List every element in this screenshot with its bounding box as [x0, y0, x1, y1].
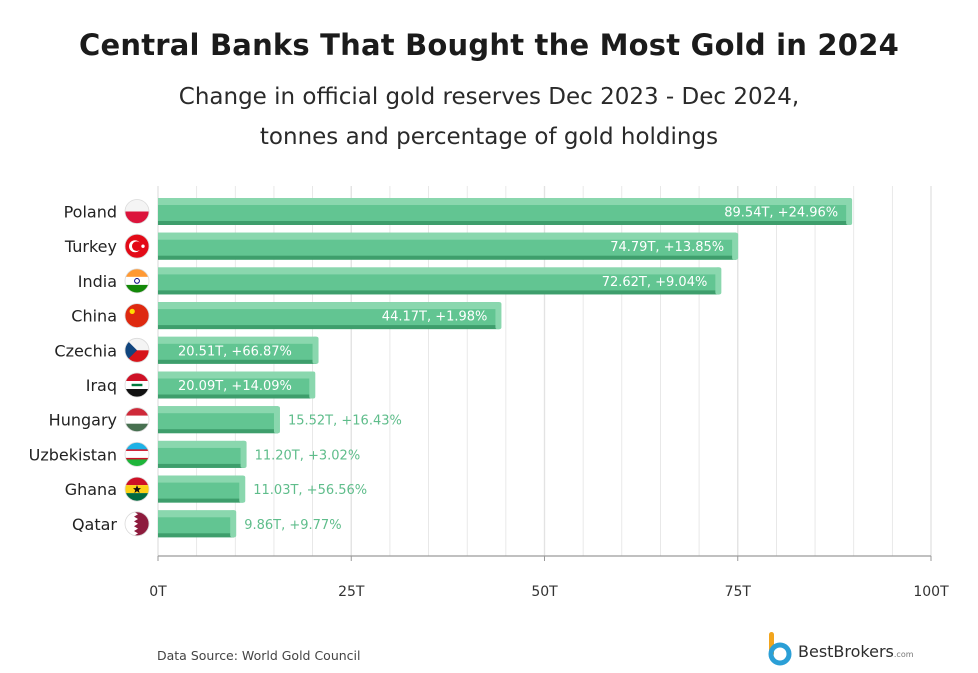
x-tick-label: 25T: [338, 584, 365, 600]
category-label: Turkey: [64, 237, 117, 256]
bar-end-cap: [495, 302, 502, 330]
bar-end-cap: [312, 336, 319, 364]
bar-highlight: [158, 232, 737, 240]
chart-title: Central Banks That Bought the Most Gold …: [79, 28, 899, 62]
bar-end-cap: [273, 406, 280, 434]
bar-highlight: [158, 475, 244, 483]
czechia-flag-icon: [125, 338, 149, 363]
bar-highlight: [158, 440, 245, 448]
flag-outline: [124, 268, 150, 294]
x-tick-label: 100T: [913, 584, 949, 600]
bar-data-label: 74.79T, +13.85%: [610, 240, 724, 255]
flag-outline: [124, 303, 150, 329]
bar-highlight: [158, 267, 720, 275]
category-label: China: [71, 307, 117, 326]
ghana-flag-icon: [125, 477, 149, 502]
china-flag-icon: [125, 303, 149, 328]
category-label: India: [78, 272, 117, 291]
brand-name: BestBrokers: [798, 642, 894, 661]
bar-data-label: 72.62T, +9.04%: [602, 275, 708, 290]
bar-highlight: [158, 406, 278, 414]
bar-shade: [158, 463, 245, 468]
poland-flag-icon: [125, 199, 149, 224]
category-label: Czechia: [54, 341, 117, 360]
bar-highlight: [158, 198, 851, 205]
category-label: Poland: [64, 203, 117, 222]
bar-data-label: 89.54T, +24.96%: [724, 206, 838, 221]
category-label: Hungary: [49, 411, 117, 430]
flag-outline: [124, 476, 150, 502]
flag-outline: [124, 337, 150, 363]
brand-suffix: .com: [893, 650, 914, 659]
bar-shade: [158, 221, 851, 225]
bar-shade: [158, 255, 737, 260]
chart-subtitle-line2: tonnes and percentage of gold holdings: [259, 124, 719, 150]
bar-shade: [158, 498, 244, 503]
bar-shade: [158, 394, 314, 399]
flag-outline: [124, 233, 150, 259]
category-label: Iraq: [86, 376, 117, 395]
bar-highlight: [158, 302, 500, 310]
india-flag-icon: [125, 268, 149, 293]
bar-end-cap: [715, 267, 722, 295]
x-tick-label: 75T: [725, 584, 752, 600]
bar-end-cap: [240, 440, 247, 468]
bar-data-label: 11.20T, +3.02%: [255, 448, 361, 463]
bar-highlight: [158, 510, 235, 518]
flag-outline: [124, 441, 150, 467]
bar-shade: [158, 429, 278, 434]
turkey-flag-icon: [125, 234, 149, 259]
flag-outline: [124, 199, 150, 224]
flag-outline: [124, 372, 150, 398]
category-label: Qatar: [72, 515, 117, 534]
x-tick-label: 0T: [149, 584, 167, 600]
bar-data-label: 11.03T, +56.56%: [253, 483, 367, 498]
bar-end-cap: [230, 510, 237, 538]
bar-data-label: 9.86T, +9.77%: [244, 518, 341, 533]
chart-subtitle-line1: Change in official gold reserves Dec 202…: [178, 84, 800, 110]
bar-end-cap: [846, 198, 853, 225]
bar-end-cap: [309, 371, 316, 399]
category-label: Ghana: [65, 480, 117, 499]
bar-data-label: 15.52T, +16.43%: [288, 414, 402, 429]
bar-data-label: 20.51T, +66.87%: [178, 344, 292, 359]
iraq-flag-icon: [125, 373, 149, 397]
flag-outline: [124, 407, 150, 433]
x-tick-label: 50T: [531, 584, 558, 600]
bar-data-label: 20.09T, +14.09%: [178, 379, 292, 394]
bar-data-label: 44.17T, +1.98%: [382, 310, 488, 325]
flag-outline: [124, 511, 150, 537]
bar-highlight: [158, 336, 317, 344]
bar-shade: [158, 290, 720, 295]
qatar-flag-icon: [125, 511, 149, 536]
hungary-flag-icon: [125, 407, 149, 432]
bar-shade: [158, 325, 500, 330]
category-label: Uzbekistan: [29, 445, 117, 464]
bar-shade: [158, 533, 235, 538]
data-source-note: Data Source: World Gold Council: [157, 648, 361, 663]
bar-highlight: [158, 371, 314, 379]
bestbrokers-logo-icon: [768, 632, 792, 666]
bar-end-cap: [732, 232, 739, 260]
bar-shade: [158, 359, 317, 364]
uzbekistan-flag-icon: [125, 442, 149, 467]
bar-end-cap: [239, 475, 246, 503]
